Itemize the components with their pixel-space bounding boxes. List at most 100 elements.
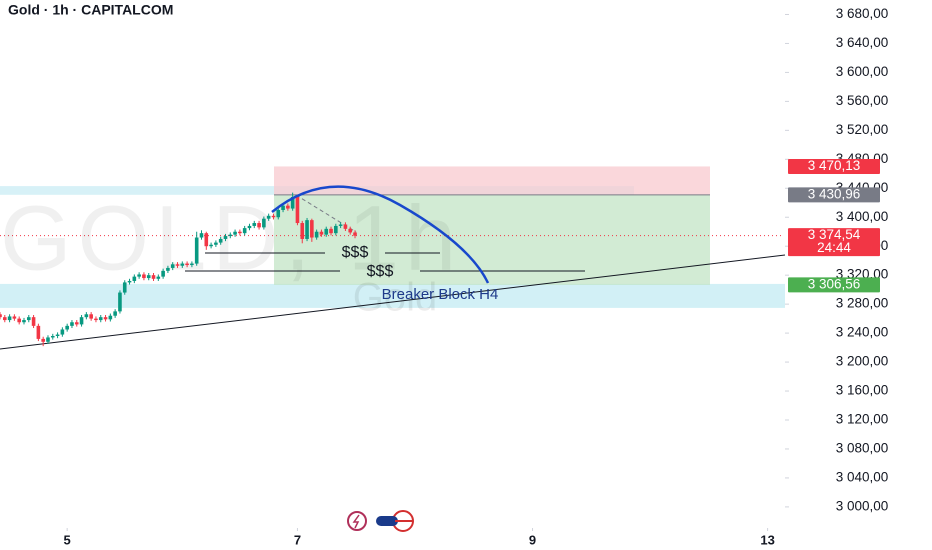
candle-body xyxy=(194,237,199,264)
candle-body xyxy=(238,231,242,234)
candle-body xyxy=(79,317,84,325)
x-tick-label: 5 xyxy=(64,532,71,547)
candle-body xyxy=(290,196,295,209)
overlay: Breaker Block H4 Gold · 1h · CAPITALCOM xyxy=(8,2,499,532)
stop-zone xyxy=(274,166,710,195)
trend-line xyxy=(0,254,786,350)
y-tick-label: 3 680,00 xyxy=(836,6,889,21)
y-tick-label: 3 240,00 xyxy=(836,325,889,340)
candle-body xyxy=(170,264,175,268)
candle-body xyxy=(12,316,17,319)
candle-body xyxy=(84,314,89,318)
watermark: Gold xyxy=(353,276,438,320)
y-tick-label: 3 400,00 xyxy=(836,209,889,224)
logo-icon xyxy=(347,511,367,531)
axes: 3 000,00 3 040,00 3 080,00 3 120,00 3 160,00… xyxy=(64,6,889,547)
candle-body xyxy=(281,205,285,210)
candle-body xyxy=(180,263,185,266)
candle-body xyxy=(286,205,290,209)
candle-body xyxy=(55,334,60,336)
price-label: 3 470,13 xyxy=(808,158,861,173)
candle-body xyxy=(338,224,343,226)
candle-body xyxy=(343,224,348,229)
y-tick-label: 3 520,00 xyxy=(836,122,889,137)
y-tick-label: 3 040,00 xyxy=(836,469,889,484)
candle-body xyxy=(334,225,338,234)
candle-body xyxy=(7,316,12,321)
candle-body xyxy=(199,233,204,238)
y-tick-label: 3 280,00 xyxy=(836,296,889,311)
candle-body xyxy=(70,322,74,326)
candle-body xyxy=(228,234,233,237)
candle-body xyxy=(22,320,26,323)
price-label-box xyxy=(788,158,880,174)
candle-body xyxy=(348,228,353,233)
candle-body xyxy=(41,338,45,342)
y-tick-label: 3 560,00 xyxy=(836,93,889,108)
logo-icon xyxy=(376,516,398,526)
candle-body xyxy=(295,196,300,224)
chart-title: Gold · 1h · CAPITALCOM xyxy=(8,2,173,18)
y-tick-label: 3 120,00 xyxy=(836,412,889,427)
candle-body xyxy=(175,264,180,266)
y-tick-label: 3 080,00 xyxy=(836,441,889,456)
candle-body xyxy=(305,220,309,239)
x-tick-label: 9 xyxy=(529,532,536,547)
candle-body xyxy=(214,242,218,245)
candle-body xyxy=(137,274,141,277)
candle-body xyxy=(113,311,117,316)
y-tick-label: 3 160,00 xyxy=(836,383,889,398)
price-label: 3 306,56 xyxy=(808,276,861,291)
drawings: $$$ $$$ xyxy=(0,194,786,350)
candle-body xyxy=(266,215,271,219)
candle-body xyxy=(2,317,7,321)
candle-body xyxy=(271,215,276,218)
candle-body xyxy=(36,325,41,339)
candle-body xyxy=(314,231,319,238)
candle-body xyxy=(151,275,156,279)
candle-body xyxy=(118,292,122,312)
candle-body xyxy=(204,233,209,247)
candle-body xyxy=(31,317,36,326)
price-label-box xyxy=(788,187,880,203)
annotation: Breaker Block H4 xyxy=(382,286,499,303)
candle-body xyxy=(329,228,333,234)
y-tick-label: 3 200,00 xyxy=(836,354,889,369)
annotation: $$$ xyxy=(342,244,369,261)
candle-body xyxy=(257,223,261,228)
breaker-zone xyxy=(0,283,785,308)
candles xyxy=(0,192,357,347)
candle-body xyxy=(142,274,146,279)
candle-body xyxy=(122,282,127,293)
candle-body xyxy=(127,280,132,283)
candle-body xyxy=(103,317,108,320)
candle-body xyxy=(247,225,252,229)
candle-body xyxy=(98,317,103,321)
y-tick-label: 3 640,00 xyxy=(836,35,889,50)
candle-body xyxy=(94,318,98,321)
candle-body xyxy=(324,228,329,235)
candle-body xyxy=(262,218,266,228)
watermark: GOLD, 1h xyxy=(0,187,462,289)
candle-body xyxy=(190,263,194,266)
candle-body xyxy=(156,276,161,279)
price-label-box xyxy=(788,277,880,293)
candle-body xyxy=(300,223,305,239)
candle-body xyxy=(132,276,137,281)
candle-body xyxy=(17,318,21,323)
price-label: 3 430,96 xyxy=(808,186,861,201)
candle-body xyxy=(74,322,79,325)
watermark-layer: GOLD, 1h Gold xyxy=(0,187,462,320)
candle-body xyxy=(166,267,170,271)
countdown: 24:44 xyxy=(817,240,851,255)
candle-body xyxy=(185,263,189,266)
logo xyxy=(347,510,414,532)
price-label-box xyxy=(788,228,880,257)
candle-body xyxy=(310,220,314,238)
projection-curve xyxy=(271,185,490,284)
candle-body xyxy=(252,223,257,226)
candle-body xyxy=(161,270,165,277)
x-tick-label: 7 xyxy=(294,532,301,547)
